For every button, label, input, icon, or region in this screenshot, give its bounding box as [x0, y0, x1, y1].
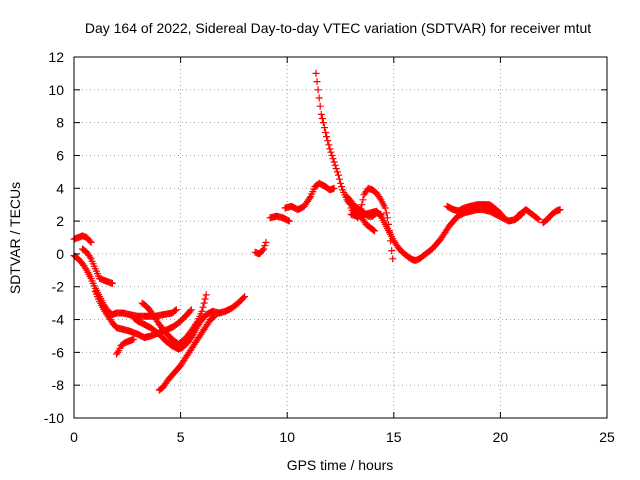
data-point: [357, 205, 365, 213]
y-tick-label: -4: [52, 312, 65, 328]
data-point: [261, 242, 269, 250]
data-point: [346, 196, 354, 204]
data-point: [371, 227, 379, 235]
y-tick-label: -10: [44, 410, 64, 426]
data-point: [172, 306, 180, 314]
data-point: [82, 265, 90, 273]
data-point: [321, 124, 328, 132]
data-point: [199, 303, 207, 311]
data-point: [556, 206, 564, 214]
data-point: [323, 133, 331, 141]
x-tick-label: 25: [599, 429, 615, 445]
data-point: [382, 209, 390, 217]
data-point: [259, 246, 267, 254]
data-point: [198, 307, 206, 315]
data-point: [186, 307, 194, 315]
data-point: [334, 171, 342, 179]
data-point: [241, 293, 249, 301]
plot-frame: [73, 56, 608, 419]
y-tick-label: 12: [48, 49, 64, 65]
data-point: [337, 179, 344, 187]
data-point: [388, 247, 396, 255]
data-point: [86, 253, 94, 261]
data-point: [381, 204, 389, 212]
data-point: [314, 86, 322, 94]
y-ticks: -10 -8 -6 -4 -2 0 2 4 6 8 10 12: [44, 49, 607, 426]
data-point: [491, 205, 499, 213]
x-tick-label: 5: [177, 429, 185, 445]
data-point: [193, 319, 201, 327]
data-point: [327, 148, 335, 156]
grid: [74, 57, 607, 418]
x-tick-label: 15: [386, 429, 402, 445]
data-point: [492, 206, 500, 214]
data-point: [498, 211, 505, 219]
data-point: [338, 183, 346, 191]
data-point: [330, 184, 338, 192]
x-tick-label: 0: [70, 429, 78, 445]
data-point: [322, 129, 330, 136]
data-point: [240, 294, 247, 302]
data-point: [330, 158, 338, 166]
y-tick-label: -2: [52, 279, 65, 295]
data-point: [210, 313, 218, 321]
x-axis-label: GPS time / hours: [287, 457, 394, 473]
data-point: [87, 238, 95, 246]
x-ticks: 0 5 10 15 20 25: [70, 57, 615, 445]
chart-title: Day 164 of 2022, Sidereal Day-to-day VTE…: [85, 20, 591, 36]
data-point: [318, 115, 326, 122]
data-point: [534, 215, 542, 223]
data-point: [370, 226, 377, 234]
data-point: [389, 255, 397, 263]
data-point: [260, 245, 268, 253]
y-tick-label: 4: [56, 180, 64, 196]
data-point: [202, 291, 210, 299]
data-point: [211, 312, 219, 320]
data-point: [319, 119, 327, 127]
data-point: [313, 78, 321, 86]
data-point: [324, 137, 332, 145]
y-axis-label: SDTVAR / TECUs: [7, 182, 23, 294]
data-point: [376, 194, 384, 202]
data-point: [331, 161, 339, 169]
data-point: [535, 216, 543, 223]
y-tick-label: 2: [56, 213, 64, 229]
data-point: [312, 69, 320, 77]
y-tick-label: 6: [56, 147, 64, 163]
data-point: [315, 94, 323, 102]
data-point: [329, 155, 337, 163]
data-point: [108, 279, 116, 287]
data-point: [285, 217, 293, 225]
data-point: [187, 306, 195, 314]
data-point: [333, 168, 341, 176]
data-point: [317, 110, 325, 118]
data-points: [70, 69, 564, 394]
data-point: [358, 201, 366, 209]
data-point: [201, 295, 209, 303]
y-tick-label: -8: [52, 377, 65, 393]
data-point: [200, 299, 208, 307]
data-point: [114, 348, 122, 356]
data-point: [326, 145, 334, 153]
y-tick-label: 10: [48, 82, 64, 98]
data-point: [335, 175, 343, 183]
data-point: [359, 196, 367, 204]
x-tick-label: 10: [279, 429, 295, 445]
data-point: [316, 102, 324, 110]
x-tick-label: 20: [493, 429, 509, 445]
data-point: [499, 212, 506, 220]
data-point: [130, 335, 138, 343]
y-tick-label: 0: [56, 246, 64, 262]
data-point: [86, 237, 94, 245]
data-point: [332, 165, 340, 173]
data-point: [328, 152, 336, 159]
data-point: [262, 238, 270, 246]
data-point: [325, 141, 333, 149]
y-tick-label: 8: [56, 115, 64, 131]
data-point: [171, 307, 179, 314]
y-tick-label: -6: [52, 344, 65, 360]
data-point: [306, 194, 314, 202]
